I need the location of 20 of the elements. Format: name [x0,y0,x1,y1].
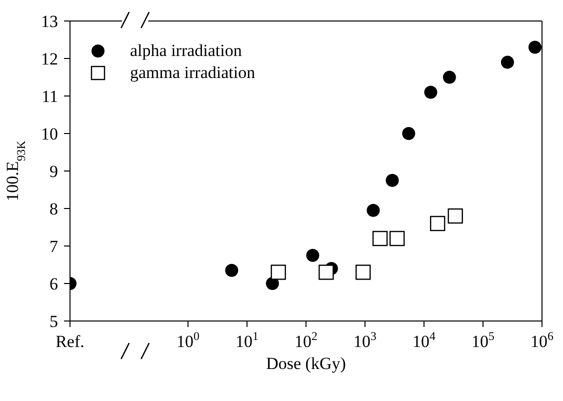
y-tick-label: 6 [50,274,58,294]
y-tick-label: 5 [50,312,58,331]
x-axis-title: Dose (kGy) [266,354,346,373]
x-tick-label: 10$^{6}$ [530,329,554,351]
y-tick-label: 10 [41,124,58,144]
x-tick-label: 10$^{0}$ [176,329,200,351]
x-tick-label: 10$^{1}$ [236,329,259,351]
x-tick-label: 10$^{4}$ [412,329,436,351]
legend-label: gamma irradiation [130,62,256,84]
x-tick-label: 10$^{3}$ [354,329,377,351]
legend-label: alpha irradiation [130,40,242,62]
y-tick-label: 9 [50,162,58,181]
y-tick-label: 12 [41,50,58,68]
x-tick-label: Ref. [56,332,84,351]
y-tick-label: 7 [50,237,58,256]
y-tick-label: 13 [41,12,58,31]
y-tick-label: 11 [42,87,58,106]
x-tick-label: 10$^{5}$ [472,329,495,351]
y-tick-label: 8 [50,200,58,218]
x-tick-label: 10$^{2}$ [294,329,318,351]
